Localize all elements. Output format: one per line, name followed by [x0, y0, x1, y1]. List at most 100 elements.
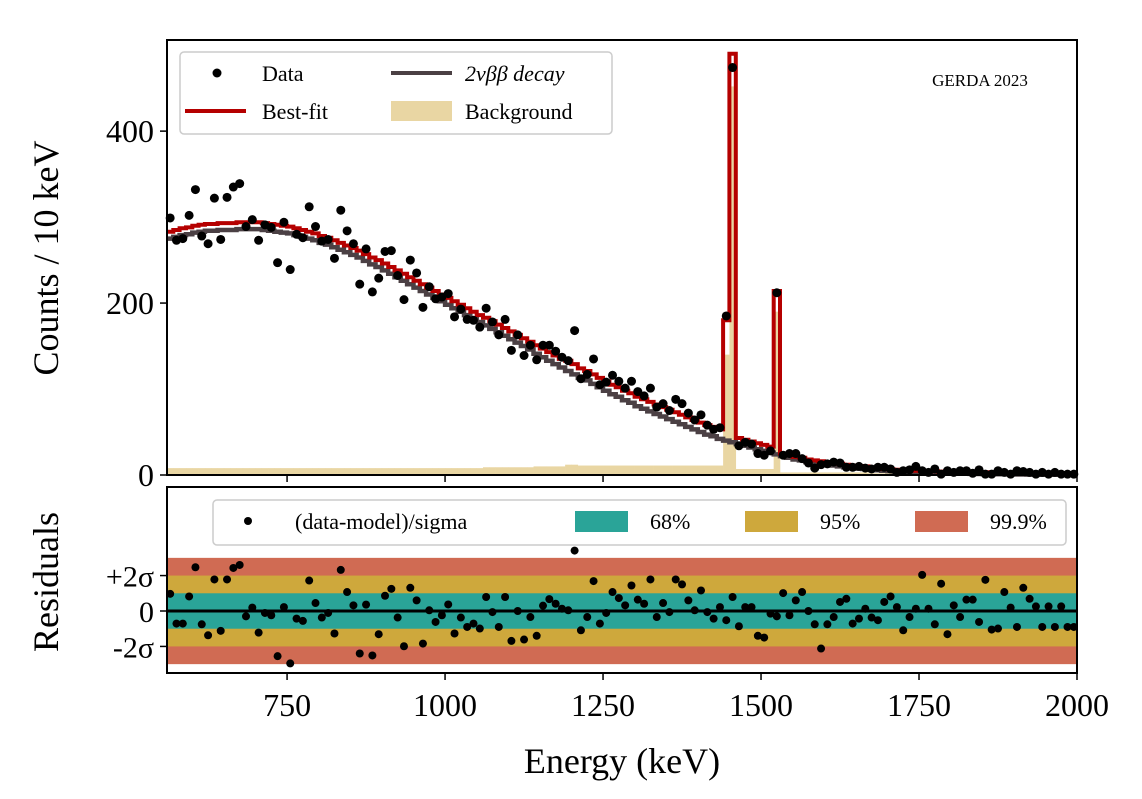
background-bin — [603, 465, 610, 475]
data-point — [450, 312, 460, 322]
background-bin — [723, 354, 730, 475]
background-bin — [236, 468, 244, 475]
residual-axes-frame — [166, 486, 1078, 674]
data-point — [329, 253, 339, 263]
residual-point — [665, 608, 674, 617]
residual-point — [760, 633, 769, 642]
data-point — [671, 394, 681, 404]
data-point — [209, 193, 219, 203]
legend-68-label: 68% — [650, 509, 690, 534]
data-point — [323, 234, 333, 244]
background-bin — [230, 468, 237, 475]
residual-point — [829, 613, 838, 622]
data-point — [601, 377, 611, 387]
residual-point — [766, 609, 775, 618]
background-bin — [274, 468, 282, 475]
data-point — [399, 295, 409, 305]
background-bin — [495, 467, 503, 475]
legend-data-marker — [212, 68, 222, 78]
residual-point — [507, 636, 516, 645]
background-bin — [400, 468, 408, 475]
background-bin — [704, 465, 711, 475]
residual-point — [583, 613, 592, 622]
residual-point — [1019, 583, 1028, 592]
background-bin — [558, 466, 566, 475]
residual-point — [671, 575, 680, 584]
two-nu-bb-line — [167, 226, 1077, 478]
background-bin — [855, 472, 863, 475]
residual-point — [1063, 622, 1072, 631]
residual-point — [804, 607, 813, 615]
background-bin — [343, 468, 351, 475]
residual-point — [817, 644, 826, 653]
residual-point — [949, 601, 958, 610]
background-bin — [830, 472, 838, 475]
background-bin — [609, 465, 616, 475]
background-bin — [862, 472, 869, 475]
residual-point — [867, 613, 876, 622]
background-bin — [811, 472, 819, 475]
legend-999-label: 99.9% — [990, 509, 1047, 534]
background-bin — [356, 468, 364, 475]
data-point — [715, 423, 725, 433]
background-bin — [590, 465, 598, 475]
background-bin — [381, 468, 389, 475]
data-point — [563, 356, 573, 366]
legend-residual-label: (data-model)/sigma — [295, 509, 468, 534]
background-bin — [287, 468, 294, 475]
background-bin — [249, 468, 256, 475]
ytick-label: 400 — [106, 113, 154, 149]
data-point — [367, 287, 377, 297]
residual-point — [747, 603, 756, 612]
background-bin — [470, 468, 477, 475]
ytick-label: 0 — [138, 457, 154, 493]
background-bin — [767, 468, 774, 475]
residual-point — [178, 619, 187, 628]
legend-bestfit-label: Best-fit — [262, 99, 328, 124]
residual-point — [981, 575, 990, 584]
background-bin — [223, 468, 231, 475]
ytick-label: 200 — [106, 285, 154, 321]
background-bin — [748, 468, 756, 475]
background-bin — [546, 466, 553, 475]
residual-point — [614, 594, 623, 603]
background-bin — [565, 464, 572, 475]
residual-point — [463, 622, 472, 631]
background-bin — [185, 468, 193, 475]
residual-point — [298, 616, 307, 625]
background-bin — [261, 468, 269, 475]
residual-point — [456, 613, 465, 622]
residual-y-label: Residuals — [26, 512, 66, 652]
residual-point — [210, 575, 219, 584]
residual-point — [1031, 602, 1040, 611]
residual-point — [248, 603, 257, 612]
background-bin — [628, 465, 635, 475]
data-point — [342, 226, 352, 236]
residual-point — [962, 595, 971, 604]
residual-point — [576, 626, 585, 635]
background-bin — [672, 465, 680, 475]
residual-point — [1025, 594, 1034, 603]
residual-point — [425, 606, 434, 615]
residual-point — [399, 642, 408, 651]
residual-point — [185, 592, 194, 601]
residual-point — [930, 620, 939, 629]
data-point — [696, 410, 706, 420]
data-point — [525, 340, 535, 350]
data-point — [311, 222, 321, 232]
data-point — [570, 326, 580, 336]
background-bin — [634, 465, 642, 475]
residual-point — [987, 625, 996, 634]
data-point — [203, 239, 213, 249]
residual-point — [393, 613, 402, 622]
background-bin — [659, 465, 667, 475]
data-point — [658, 399, 668, 409]
residual-point — [501, 593, 510, 602]
background-bin — [312, 468, 319, 475]
data-point — [835, 458, 845, 468]
background-bin — [167, 468, 174, 475]
data-points — [165, 63, 1079, 479]
background-bin — [773, 311, 781, 475]
residual-panel: +2σ 0 -2σ 750 1000 1250 1500 1750 2000 Residu… — [26, 486, 1109, 781]
